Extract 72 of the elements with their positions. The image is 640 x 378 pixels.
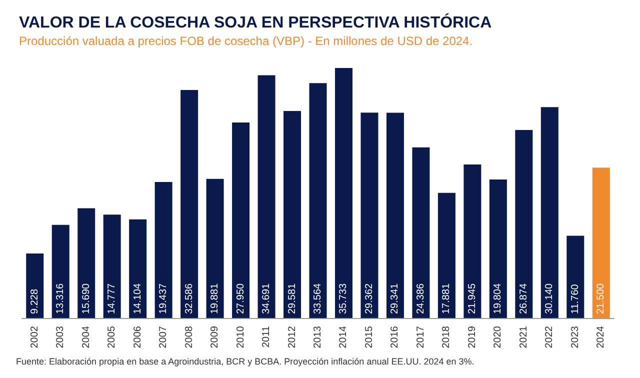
source-note: Fuente: Elaboración propia en base a Agroindustria, BCR y BCBA. Proyección inflación anual EE.UU. 2024 en 3%. [16, 356, 474, 366]
data-label: 19.881 [210, 282, 221, 314]
bar [412, 147, 430, 318]
x-tick-label: 2004 [80, 326, 92, 348]
x-tick-label: 2014 [338, 326, 350, 348]
data-label: 29.362 [364, 282, 375, 314]
x-tick-label: 2007 [158, 326, 170, 348]
data-label: 13.316 [55, 282, 66, 314]
bar [540, 107, 558, 318]
x-tick-label: 2002 [29, 326, 40, 348]
bar [592, 168, 610, 318]
data-label: 9.228 [29, 288, 40, 314]
bar [284, 111, 302, 318]
data-label: 21.500 [596, 282, 607, 314]
x-tick-label: 2019 [466, 326, 478, 348]
x-tick-label: 2016 [390, 326, 401, 348]
data-label: 21.945 [466, 282, 478, 314]
bar [129, 219, 147, 318]
bar [258, 75, 276, 318]
data-label: 19.804 [492, 282, 504, 314]
data-label: 27.950 [235, 282, 246, 314]
bar [52, 224, 70, 318]
x-tick-label: 2005 [106, 326, 118, 348]
data-label: 11.760 [570, 284, 581, 314]
data-label: 34.691 [261, 282, 272, 314]
chart-subtitle: Producción valuada a precios FOB de cosecha (VBP) - En millones de USD de 2024. [19, 34, 473, 48]
x-tick-label: 2006 [132, 326, 144, 348]
x-tick-label: 2015 [364, 326, 375, 348]
bar [206, 178, 224, 318]
data-label: 29.341 [390, 282, 401, 314]
data-label: 29.581 [286, 282, 298, 314]
bar [515, 130, 533, 318]
bar [103, 214, 121, 318]
x-tick-label: 2023 [570, 326, 581, 348]
x-tick-label: 2012 [286, 326, 298, 348]
x-tick-label: 2018 [441, 326, 452, 348]
bar [26, 253, 44, 318]
data-label: 14.104 [132, 282, 144, 314]
x-tick-label: 2022 [544, 326, 556, 348]
bar [566, 236, 584, 318]
x-tick-label: 2009 [210, 326, 221, 348]
bar [154, 182, 172, 318]
data-label: 26.874 [518, 282, 530, 314]
bar [180, 90, 198, 318]
bar [464, 164, 482, 318]
bar [489, 179, 507, 318]
bar [334, 68, 352, 318]
chart-title: VALOR DE LA COSECHA SOJA EN PERSPECTIVA HISTÓRICA [19, 12, 492, 32]
x-tick-label: 2010 [235, 326, 246, 348]
bar [232, 122, 250, 318]
bar [360, 112, 378, 318]
bar [309, 83, 327, 318]
x-tick-label: 2011 [261, 326, 272, 348]
data-label: 30.140 [544, 282, 556, 314]
data-label: 14.777 [106, 282, 118, 314]
x-tick-label: 2017 [415, 326, 426, 348]
data-label: 17.881 [441, 282, 452, 314]
data-label: 19.437 [158, 282, 170, 314]
data-label: 24.386 [415, 282, 426, 314]
x-tick-label: 2020 [492, 326, 504, 348]
x-tick-label: 2003 [55, 326, 66, 348]
x-tick-label: 2024 [596, 326, 607, 348]
x-tick-label: 2008 [184, 326, 195, 348]
data-label: 15.690 [80, 282, 92, 314]
data-label: 35.733 [338, 282, 350, 314]
bar [438, 192, 456, 318]
bar [386, 112, 404, 318]
x-tick-label: 2021 [518, 326, 530, 348]
x-tick-label: 2013 [312, 326, 324, 348]
data-label: 32.586 [184, 282, 195, 314]
bar [78, 208, 96, 318]
data-label: 33.564 [312, 282, 324, 314]
